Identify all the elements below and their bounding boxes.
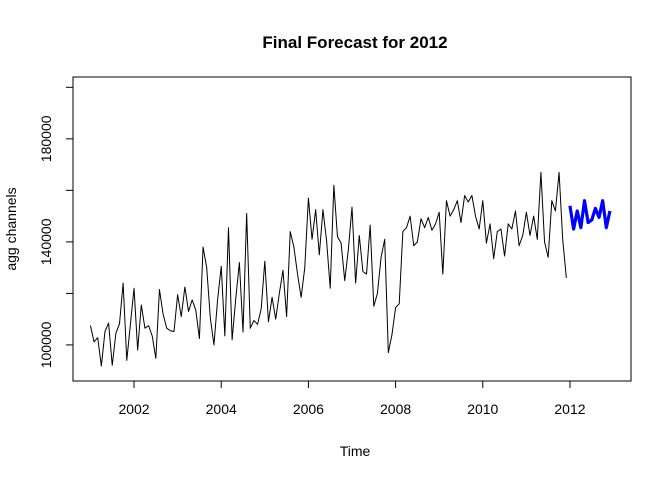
x-tick-label: 2006: [293, 401, 324, 417]
x-axis-label: Time: [340, 443, 371, 459]
y-axis-label: agg channels: [3, 187, 19, 270]
series-layer: [89, 171, 612, 367]
y-tick-label: 180000: [38, 115, 54, 162]
x-tick-label: 2008: [380, 401, 411, 417]
series-line-actual: [89, 171, 567, 367]
chart-title: Final Forecast for 2012: [262, 33, 447, 52]
series-line-forecast: [568, 199, 612, 231]
x-tick-label: 2012: [554, 401, 585, 417]
y-axis: 100000 140000 180000: [38, 77, 74, 381]
x-tick-label: 2004: [206, 401, 237, 417]
y-tick-label: 100000: [38, 321, 54, 368]
x-tick-label: 2002: [118, 401, 149, 417]
x-tick-label: 2010: [467, 401, 498, 417]
x-axis: 2002 2004 2006 2008 2010 2012: [118, 380, 586, 417]
y-tick-label: 140000: [38, 218, 54, 265]
